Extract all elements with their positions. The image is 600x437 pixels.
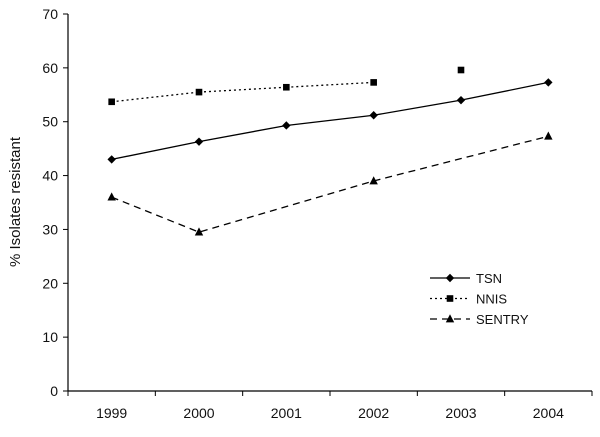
series-line xyxy=(111,135,549,233)
legend-label: NNIS xyxy=(476,292,507,307)
x-tick-label: 2003 xyxy=(445,405,476,421)
series-nnis xyxy=(108,66,465,106)
series-line-segment xyxy=(286,114,374,127)
data-point-marker xyxy=(194,137,204,146)
data-point-marker xyxy=(194,227,204,236)
data-point-marker xyxy=(107,155,116,164)
x-tick-labels: 1999 2000 2001 2002 2003 2004 xyxy=(96,405,564,421)
data-point-marker xyxy=(445,273,455,283)
data-point-marker xyxy=(544,131,553,140)
y-tick-label: 30 xyxy=(42,221,58,237)
data-point-marker xyxy=(282,121,291,130)
x-tick-label: 2004 xyxy=(533,405,564,421)
x-tick-label: 2002 xyxy=(358,405,389,421)
x-tick-label: 1999 xyxy=(96,405,127,421)
series-line-segment xyxy=(111,141,200,161)
series-line-segment xyxy=(198,86,287,93)
series-line-segment xyxy=(198,124,287,143)
data-point-marker xyxy=(457,66,465,74)
data-point-marker xyxy=(195,88,203,96)
data-point-marker xyxy=(107,192,116,201)
y-tick-label: 50 xyxy=(42,114,58,130)
series-layer xyxy=(107,66,553,236)
legend-item: SENTRY xyxy=(430,312,529,327)
series-line-segment xyxy=(111,91,200,103)
y-axis-label: % Isolates resistant xyxy=(7,136,24,267)
data-point-marker xyxy=(369,176,378,185)
legend-label: TSN xyxy=(476,271,502,286)
data-point-marker xyxy=(369,111,378,120)
y-tick-label: 20 xyxy=(42,275,58,291)
y-tick-label: 70 xyxy=(42,6,58,22)
data-point-marker xyxy=(544,78,553,87)
legend-label: SENTRY xyxy=(476,312,529,327)
x-tick-label: 2001 xyxy=(271,405,302,421)
series-line-segment xyxy=(286,81,374,88)
data-point-marker xyxy=(446,295,454,302)
data-point-marker xyxy=(456,95,466,105)
series-line-segment xyxy=(460,81,549,101)
legend-item: TSN xyxy=(430,271,502,286)
y-tick-labels: 0 10 20 30 40 50 60 70 xyxy=(42,6,58,399)
data-point-marker xyxy=(370,79,377,86)
x-tick-label: 2000 xyxy=(183,405,214,421)
data-point-marker xyxy=(283,83,290,91)
legend: TSN NNIS SENTRY xyxy=(430,271,529,327)
y-tick-label: 60 xyxy=(42,60,58,76)
y-tick-label: 10 xyxy=(42,329,58,345)
legend-item: NNIS xyxy=(430,292,507,307)
y-tick-label: 0 xyxy=(50,383,58,399)
series-tsn xyxy=(107,78,553,164)
data-point-marker xyxy=(108,98,115,106)
data-point-marker xyxy=(445,314,455,323)
axes xyxy=(63,13,593,396)
y-tick-label: 40 xyxy=(42,168,58,184)
series-line-segment xyxy=(373,99,462,116)
series-sentry xyxy=(107,131,553,236)
